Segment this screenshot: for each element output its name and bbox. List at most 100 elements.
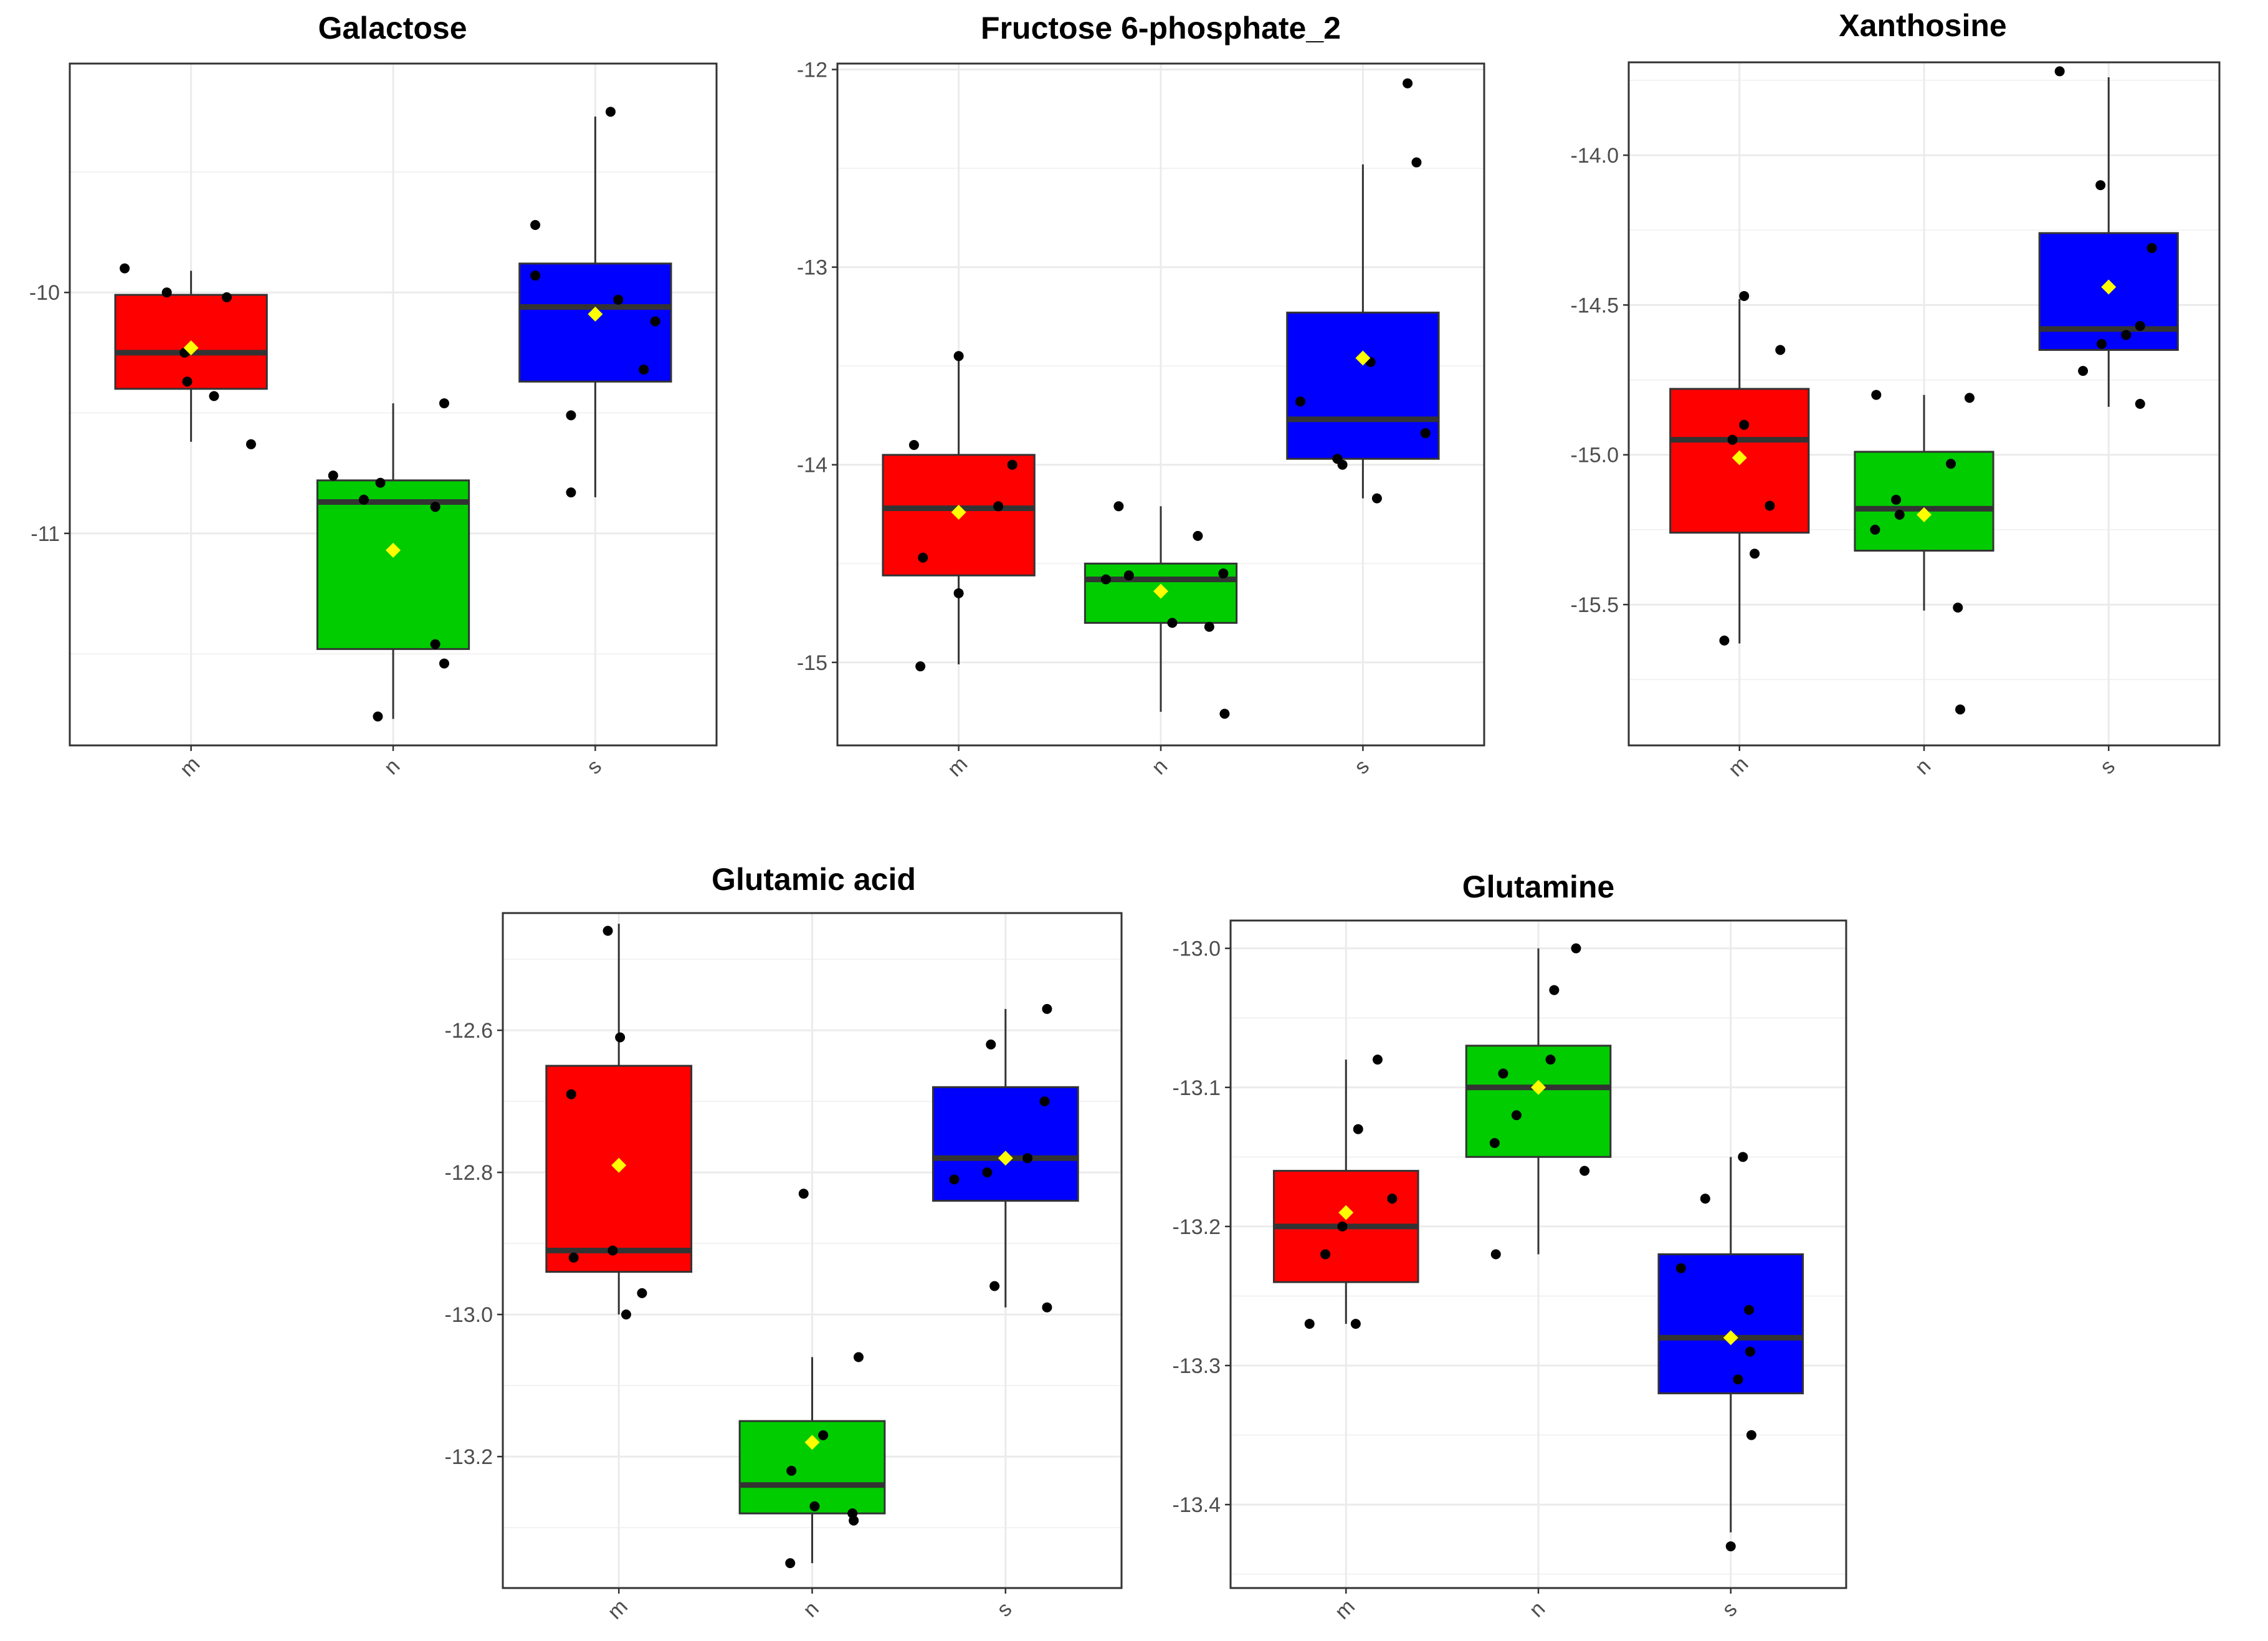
data-point [1891,494,1902,505]
box-iqr [518,262,672,383]
data-point [2146,243,2157,254]
box-s [1657,1152,1804,1552]
data-point [915,661,926,672]
data-point [1739,290,1750,301]
data-point [1946,459,1956,469]
y-tick-label: -12.6 [445,1019,493,1043]
data-point [621,1309,631,1320]
data-point [1870,524,1880,535]
mean-marker [1355,350,1371,366]
data-point [1193,530,1203,541]
data-point [1871,390,1882,400]
data-point [1022,1153,1033,1164]
box-s [518,107,672,498]
y-tick-label: -13.2 [445,1445,493,1469]
data-point [568,1252,579,1263]
y-tick-label: -13.0 [1173,937,1221,961]
y-tick-label: -13.1 [1173,1076,1221,1100]
data-point [2121,330,2132,340]
y-tick-label: -13.0 [445,1303,493,1327]
box-n [1854,390,1994,715]
x-tick-label: n [1525,1597,1550,1622]
data-point [1167,618,1178,628]
mean-marker [1723,1330,1738,1346]
panel-fructose-6-phosphate-2: Fructose 6-phosphate_2 -15 -14 -13 -12 m n s [797,11,1485,782]
data-point [182,376,193,387]
mean-marker [1732,450,1747,466]
data-point [1403,78,1413,89]
data-point [613,294,624,305]
data-point [1745,1346,1755,1357]
data-point [566,410,576,421]
y-tick-label: -10 [29,281,60,305]
data-point [639,364,649,375]
x-tick-label: m [943,752,972,782]
mean-marker [951,504,966,520]
box-s [1286,78,1440,504]
data-point [1123,570,1134,581]
y-tick-label: -13.3 [1173,1354,1221,1378]
data-point [982,1167,993,1178]
y-tick-label: -13.4 [1173,1493,1221,1517]
data-point [1372,1055,1383,1065]
box-n [1465,943,1612,1260]
data-point [1218,568,1229,579]
data-point [375,477,386,488]
x-tick-label: n [1147,754,1172,779]
data-point [430,502,441,512]
x-tick-label: m [603,1595,632,1624]
data-point [953,351,964,361]
chart-title: Fructose 6-phosphate_2 [981,11,1341,45]
data-point [1337,459,1348,470]
x-tick-label: n [799,1597,824,1622]
data-point [2097,338,2107,349]
x-tick-label: s [582,755,606,779]
data-point [986,1039,996,1050]
chart-title: Glutamine [1462,869,1614,904]
data-point [373,711,383,722]
data-point [358,494,369,505]
mean-marker [588,307,603,322]
data-point [2135,399,2145,409]
panel-border [502,912,1123,1589]
data-point [608,1245,618,1256]
data-point [221,292,232,302]
data-point [439,398,449,409]
box-m [114,263,268,449]
data-point [530,270,541,281]
chart-title: Glutamic acid [712,862,916,897]
data-point [809,1501,820,1511]
data-point [430,639,441,649]
data-point [1042,1302,1052,1313]
data-point [1675,1263,1686,1273]
x-tick-label: m [175,752,204,782]
data-point [1953,602,1963,613]
box-iqr [316,479,470,650]
y-tick-label: -11 [31,522,60,546]
data-point [566,1089,576,1099]
data-point [120,263,130,274]
data-point [918,552,928,563]
box-m [1669,290,1810,646]
panel-xanthosine: Xanthosine -15.5 -15.0 -14.5 -14.0 m n s [1571,8,2221,782]
data-point [328,471,338,481]
y-tick-label: -14 [797,454,827,477]
x-tick-label: s [2095,755,2120,779]
data-point [1304,1319,1315,1329]
data-point [1894,509,1905,520]
data-point [530,220,541,231]
panel-galactose: Galactose -11 -10 m n s [29,11,718,782]
data-point [1350,1319,1361,1329]
data-point [1039,1096,1050,1107]
data-point [1219,709,1230,719]
panel-glutamic-acid: Glutamic acid -13.2 -13.0 -12.8 -12.6 m n s [445,862,1123,1624]
mean-marker [1153,583,1168,599]
data-point [1042,1003,1052,1014]
data-point [1727,434,1738,445]
data-point [1739,419,1750,430]
y-tick-label: -13 [797,256,827,280]
y-tick-label: -15.0 [1571,444,1619,467]
chart-title: Galactose [318,11,467,45]
mean-marker [804,1435,820,1450]
